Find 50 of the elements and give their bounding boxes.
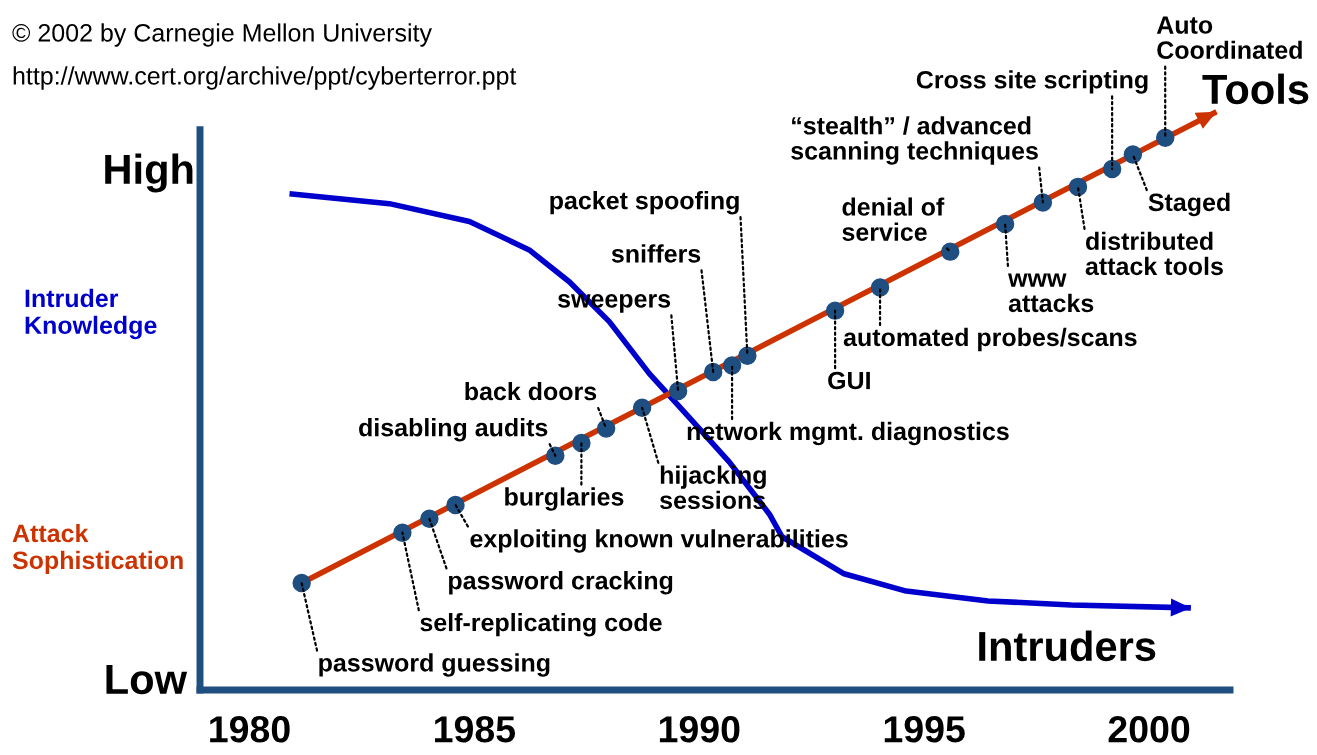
annotation: Intruders bbox=[979, 630, 1156, 662]
annotation: denial of service bbox=[842, 197, 945, 241]
x-tick-label: 2000 bbox=[1108, 715, 1190, 743]
text: Low bbox=[106, 665, 188, 695]
point bbox=[446, 495, 465, 515]
point bbox=[668, 381, 688, 401]
text: Attack Sophistication bbox=[12, 523, 183, 575]
annotation: Staged bbox=[1148, 192, 1230, 217]
point bbox=[1156, 128, 1175, 147]
annotation: disabling audits bbox=[359, 418, 548, 442]
annotation: sniffers bbox=[611, 244, 701, 263]
annotation: Auto Coordinated bbox=[1156, 16, 1302, 59]
text: © 2002 by Carnegie Mellon University bbox=[12, 23, 432, 47]
point bbox=[1033, 193, 1053, 212]
point bbox=[738, 346, 757, 365]
point bbox=[292, 573, 311, 593]
text: Tools bbox=[1202, 73, 1309, 105]
annotation: GUI bbox=[828, 371, 870, 390]
x-tick-label: 1980 bbox=[210, 715, 290, 743]
x-tick-label: 1985 bbox=[435, 715, 516, 743]
text: Intruder Knowledge bbox=[25, 288, 157, 340]
point bbox=[546, 446, 565, 465]
annotation: password cracking bbox=[449, 571, 673, 595]
annotation: automated probes/scans bbox=[843, 327, 1137, 352]
point bbox=[722, 356, 742, 375]
annotation: packet spoofing bbox=[550, 191, 739, 215]
annotation: distributed attack tools bbox=[1085, 231, 1223, 276]
point bbox=[1123, 145, 1143, 164]
point bbox=[632, 398, 652, 417]
annotation: burglaries bbox=[505, 487, 624, 511]
point bbox=[941, 242, 960, 261]
annotation: Cross site scripting bbox=[916, 70, 1148, 94]
text: http://www.cert.org/archive/ppt/cyberterror.ppt bbox=[13, 66, 517, 90]
point bbox=[596, 419, 616, 438]
annotation: back doors bbox=[465, 381, 597, 401]
point bbox=[572, 433, 591, 453]
point bbox=[1102, 159, 1122, 179]
annotation: password guessing bbox=[319, 653, 550, 677]
point bbox=[825, 301, 845, 320]
point bbox=[704, 362, 723, 382]
x-tick-label: 1995 bbox=[884, 715, 965, 743]
x-tick-label: 1990 bbox=[659, 715, 740, 743]
point bbox=[1068, 177, 1088, 197]
point bbox=[420, 509, 439, 529]
text: High bbox=[105, 153, 193, 193]
annotation: self-replicating code bbox=[420, 612, 662, 637]
point bbox=[393, 523, 412, 542]
point bbox=[995, 214, 1015, 234]
point bbox=[870, 278, 890, 297]
annotation: “stealth” / advanced scanning techniques bbox=[791, 116, 1038, 165]
